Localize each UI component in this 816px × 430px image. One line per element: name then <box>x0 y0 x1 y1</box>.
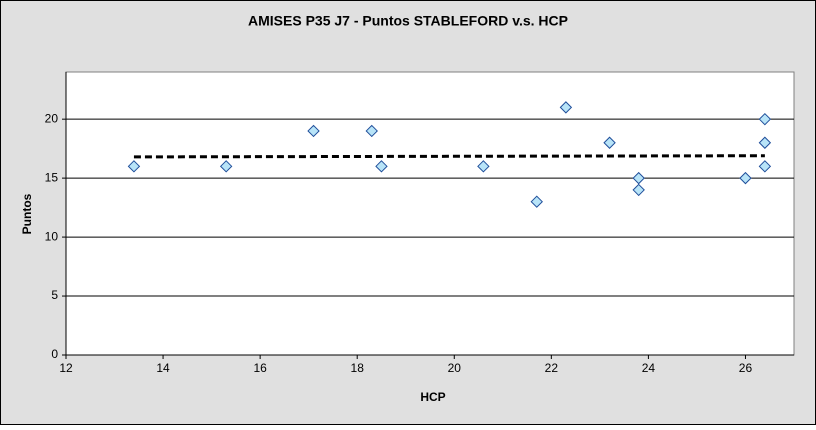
x-axis-label: HCP <box>420 390 445 404</box>
data-point <box>127 160 141 173</box>
y-tick-label: 5 <box>51 288 58 302</box>
data-point <box>307 124 320 138</box>
data-point <box>739 171 752 185</box>
data-point <box>603 136 616 149</box>
data-point <box>477 160 490 173</box>
data-point <box>758 160 772 173</box>
y-axis-label: Puntos <box>20 193 34 234</box>
chart-title: AMISES P35 J7 - Puntos STABLEFORD v.s. H… <box>248 13 568 29</box>
x-tick-label: 14 <box>156 361 170 375</box>
x-tick-label: 12 <box>59 361 73 375</box>
x-tick-label: 20 <box>448 361 462 375</box>
y-tick-label: 10 <box>45 229 59 243</box>
y-tick-label: 0 <box>51 347 58 361</box>
plot-area <box>65 71 795 356</box>
data-point <box>632 171 645 185</box>
x-tick-label: 24 <box>642 361 656 375</box>
x-tick-label: 16 <box>253 361 267 375</box>
data-point <box>375 160 388 173</box>
data-point <box>365 124 378 138</box>
y-tick-label: 20 <box>45 111 59 125</box>
data-point <box>632 183 645 197</box>
y-tick-label: 15 <box>45 170 59 184</box>
data-point <box>219 160 233 173</box>
trendline <box>133 154 765 159</box>
data-point <box>530 195 543 208</box>
data-point <box>559 101 573 114</box>
data-point <box>758 112 772 126</box>
x-tick-label: 18 <box>351 361 365 375</box>
x-tick-label: 22 <box>545 361 559 375</box>
data-point <box>758 136 772 149</box>
x-tick-label: 26 <box>739 361 753 375</box>
